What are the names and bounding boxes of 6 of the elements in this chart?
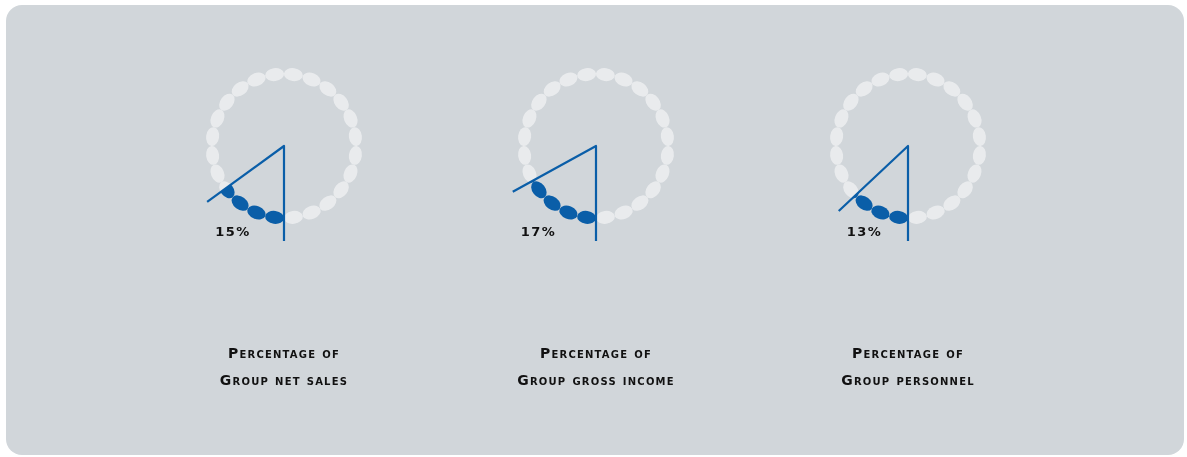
text: Percentage of Group gross income (517, 345, 675, 388)
data-label: 15% (215, 224, 251, 239)
text: Percentage of Group personnel (841, 345, 975, 388)
data-label: 13% (846, 224, 883, 239)
text: Percentage of Group net sales (219, 345, 349, 388)
data-label: 17% (520, 224, 557, 239)
